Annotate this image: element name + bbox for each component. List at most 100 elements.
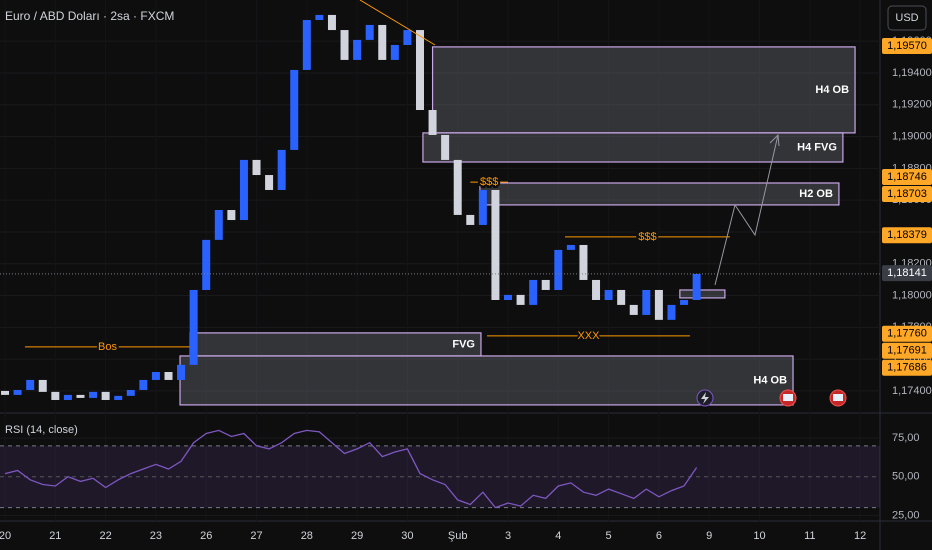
price-badge-label: 1,18746 [887, 171, 927, 183]
zone [422, 132, 844, 163]
candle [680, 299, 689, 305]
candle [164, 372, 173, 380]
event-icon[interactable] [696, 389, 714, 407]
x-tick-label: 27 [250, 530, 262, 542]
price-badge [882, 359, 932, 376]
price-badge [882, 168, 932, 185]
candle [629, 304, 638, 315]
y-tick-label: 25,00 [892, 509, 920, 521]
candle [101, 391, 110, 400]
chart-title: Euro / ABD Doları · 2sa · FXCM [5, 9, 174, 23]
price-badge [882, 265, 932, 282]
price-badge-label: 1,19570 [887, 40, 927, 52]
candle [214, 210, 223, 240]
candle [26, 379, 35, 390]
candle [126, 389, 135, 396]
x-tick-label: 22 [100, 530, 112, 542]
candle [642, 289, 651, 315]
price-badge-label: 1,18379 [887, 229, 927, 241]
y-tick-label: 1,18000 [892, 289, 932, 301]
candle [89, 391, 98, 398]
x-tick-label: Şub [448, 530, 468, 542]
y-tick-label: 75,00 [892, 432, 920, 444]
candle [227, 210, 236, 221]
candle [302, 20, 311, 70]
candle [466, 214, 475, 225]
event-icon[interactable] [779, 389, 797, 407]
candle [290, 69, 299, 150]
zone [189, 332, 482, 357]
candle [151, 372, 160, 380]
x-tick-label: 28 [301, 530, 313, 542]
x-tick-label: 21 [49, 530, 61, 542]
candle [529, 279, 538, 305]
price-badge [882, 227, 932, 244]
candle [277, 149, 286, 190]
candle [340, 30, 349, 60]
candle [315, 14, 324, 21]
candle [566, 244, 575, 250]
x-tick-label: 5 [606, 530, 612, 542]
candle [692, 273, 701, 300]
currency-button[interactable] [887, 5, 927, 31]
zone-label: H4 OB [753, 374, 787, 386]
candle [453, 159, 462, 215]
candle [177, 364, 186, 380]
event-icon[interactable] [829, 389, 847, 407]
price-badge-label: 1,17686 [887, 362, 927, 374]
x-tick-label: 23 [150, 530, 162, 542]
zone-label: H2 OB [799, 188, 833, 200]
x-tick-label: 6 [656, 530, 662, 542]
candle [504, 294, 513, 300]
candle [604, 289, 613, 300]
x-tick-label: 20 [0, 530, 11, 542]
price-badge-label: 1,18141 [887, 267, 927, 279]
price-badge [882, 342, 932, 359]
price-badge-label: 1,18703 [887, 188, 927, 200]
y-tick-label: 1,19200 [892, 99, 932, 111]
candle [327, 14, 336, 31]
candle [415, 30, 424, 111]
candle [76, 394, 85, 398]
rsi-title: RSI (14, close) [5, 424, 78, 436]
x-tick-label: 12 [854, 530, 866, 542]
candle [202, 239, 211, 290]
candle [139, 379, 148, 390]
level-label: $$$ [638, 231, 656, 243]
candle [38, 379, 47, 392]
level-label: $$$ [480, 176, 498, 188]
candle [667, 304, 676, 320]
zone-label: FVG [452, 338, 475, 350]
candle [617, 289, 626, 305]
zone [179, 355, 794, 406]
candle [239, 159, 248, 221]
zone [479, 182, 840, 206]
level-label: Bos [98, 341, 117, 353]
candle [353, 39, 362, 60]
zone-label: H4 FVG [797, 141, 837, 153]
x-tick-label: 3 [505, 530, 511, 542]
x-tick-label: 30 [401, 530, 413, 542]
level-label: XXX [577, 330, 600, 342]
x-tick-label: 11 [804, 530, 815, 542]
candle [428, 110, 437, 135]
price-badge [882, 185, 932, 202]
candle [252, 159, 261, 176]
rsi-pane: 25,00 50,00 75,00 [0, 429, 920, 521]
zone [431, 46, 856, 134]
candle [554, 249, 563, 290]
x-tick-label: 4 [555, 530, 561, 542]
candle [516, 294, 525, 305]
candle [265, 175, 274, 190]
trend-line [359, 0, 436, 46]
zone [679, 289, 726, 299]
candle [114, 395, 123, 400]
x-tick-label: 26 [200, 530, 212, 542]
x-tick-label: 9 [706, 530, 712, 542]
y-tick-label: 1,19400 [892, 67, 932, 79]
x-tick-label: 10 [753, 530, 765, 542]
price-badge-label: 1,17760 [887, 328, 927, 340]
candle [541, 279, 550, 290]
